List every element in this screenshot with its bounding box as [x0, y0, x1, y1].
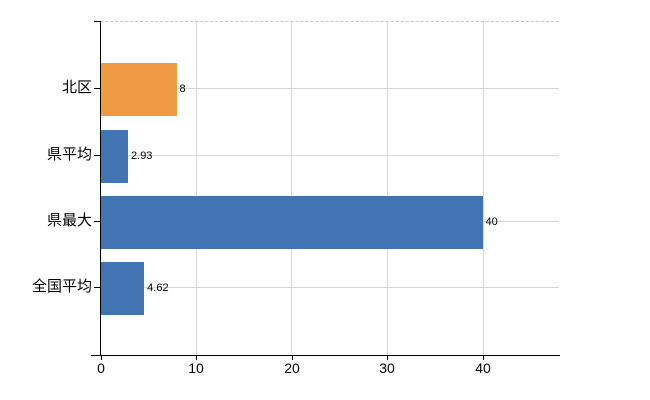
x-tick [101, 356, 102, 360]
y-axis-line [100, 21, 101, 355]
bar [100, 129, 129, 183]
x-tick [292, 356, 293, 360]
plot-area: 8 2.93 40 4.62 [100, 21, 559, 355]
y-tick [94, 88, 100, 89]
y-tick [94, 287, 100, 288]
x-tick [483, 356, 484, 360]
x-tick [196, 356, 197, 360]
x-tick-label: 10 [188, 360, 204, 376]
x-tick-label: 30 [379, 360, 395, 376]
h-gridline [100, 88, 559, 89]
bar [100, 261, 145, 315]
bar-value-label: 40 [485, 216, 498, 228]
h-gridline [100, 155, 559, 156]
x-tick [387, 356, 388, 360]
v-gridline [483, 22, 484, 355]
bar-value-label: 2.93 [131, 150, 153, 162]
y-tick [94, 221, 100, 222]
bar [100, 195, 483, 249]
x-tick-label: 20 [284, 360, 300, 376]
v-gridline [291, 22, 292, 355]
v-gridline [387, 22, 388, 355]
y-tick [94, 155, 100, 156]
category-label: 全国平均 [31, 278, 92, 295]
x-tick-label: 0 [97, 360, 105, 376]
bar-value-label: 8 [179, 83, 186, 95]
category-label: 県平均 [46, 146, 92, 163]
bar-value-label: 4.62 [147, 282, 169, 294]
category-label: 県最大 [46, 212, 92, 229]
x-tick-label: 40 [475, 360, 491, 376]
h-gridline [100, 287, 559, 288]
v-gridline [196, 22, 197, 355]
category-label: 北区 [61, 79, 92, 96]
bar [100, 62, 177, 116]
y-axis-end-tick [94, 21, 100, 22]
x-axis-line [91, 355, 560, 356]
